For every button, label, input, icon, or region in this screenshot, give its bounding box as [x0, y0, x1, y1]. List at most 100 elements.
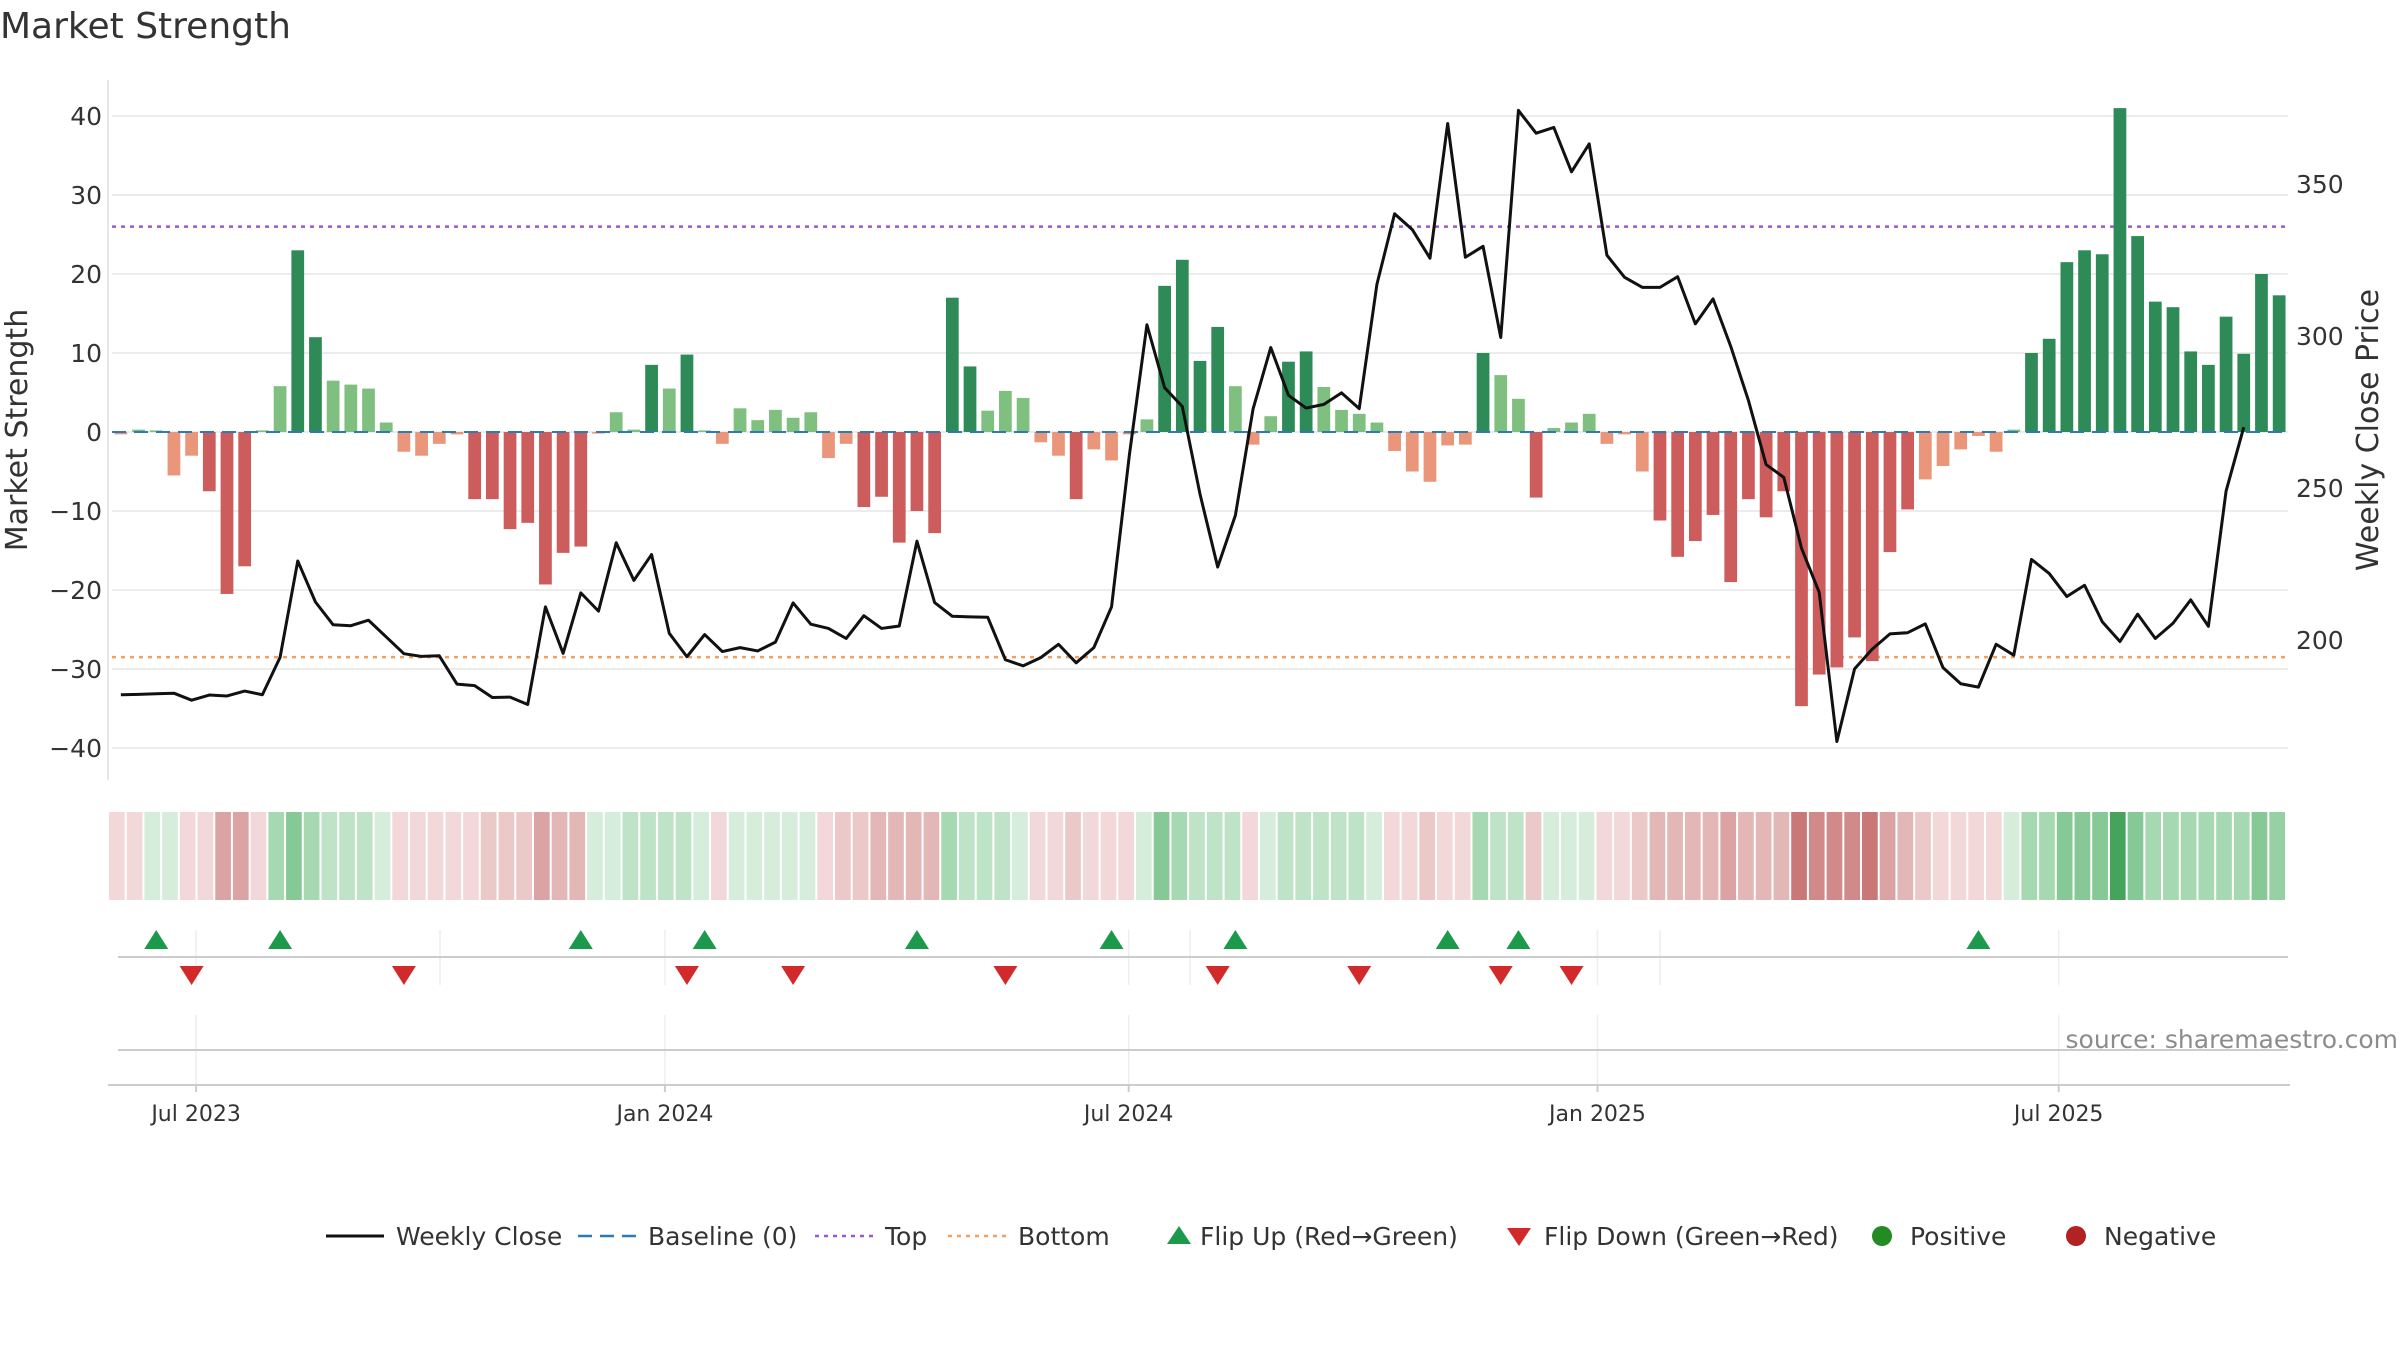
strip-cell	[2251, 812, 2268, 900]
strength-bar	[1529, 432, 1543, 498]
strip-cell	[109, 812, 125, 900]
strip-cell	[1968, 812, 1984, 900]
legend: Weekly Close Baseline (0) Top Bottom Flip Up…	[326, 1222, 2216, 1251]
legend-item: Top	[815, 1222, 927, 1251]
strip-cell	[2074, 812, 2091, 900]
strip-cell	[1189, 812, 1205, 900]
strength-bar	[892, 432, 906, 543]
strip-cell	[764, 812, 780, 900]
strength-bar	[1688, 432, 1702, 542]
legend-circle-icon	[1872, 1226, 1892, 1246]
strength-bar	[256, 430, 269, 432]
strength-bar	[1476, 353, 1490, 432]
strip-cell	[480, 812, 497, 900]
strip-cell	[463, 812, 479, 900]
strength-bar	[627, 429, 641, 432]
strip-cell	[1206, 812, 1223, 900]
strength-bar	[609, 412, 623, 432]
strength-bar	[2078, 250, 2091, 432]
strip-cell	[622, 812, 639, 900]
strength-bar	[202, 432, 216, 492]
strength-bar	[132, 429, 145, 432]
strip-cell	[870, 812, 887, 900]
strength-bar	[309, 337, 322, 432]
strip-cell	[1507, 812, 1524, 900]
flip-up-marker	[1099, 930, 1124, 949]
strength-bar	[804, 412, 818, 432]
strip-cell	[268, 812, 285, 900]
strength-bar	[2272, 295, 2286, 432]
flip-down-marker	[674, 966, 699, 985]
strength-bar	[1105, 432, 1118, 461]
strength-bar	[1830, 432, 1844, 668]
strength-bar	[2113, 108, 2127, 432]
strip-cell	[374, 812, 391, 900]
strength-bar	[344, 384, 358, 432]
strength-bar	[698, 430, 712, 432]
x-tick-label: Jul 2023	[149, 1102, 241, 1127]
strength-bar	[1795, 432, 1808, 707]
strength-bar	[397, 432, 411, 452]
strip-cell	[657, 812, 674, 900]
strength-bar	[1317, 386, 1331, 432]
y-tick-label: −10	[49, 497, 102, 526]
strength-bar	[1175, 259, 1189, 432]
strength-bar	[1600, 432, 1614, 444]
y2-axis-label: Weekly Close Price	[2351, 289, 2386, 571]
legend-triangle-down-icon	[1507, 1228, 1531, 1246]
strip-cell	[339, 812, 355, 900]
strip-cell	[1755, 812, 1772, 900]
legend-label: Bottom	[1018, 1222, 1110, 1251]
strip-cell	[392, 812, 409, 900]
strength-bar	[1229, 386, 1242, 432]
strength-bar	[2219, 316, 2233, 432]
strength-bar	[1459, 432, 1472, 445]
y-tick-label: 0	[86, 418, 102, 447]
strip-cell	[1985, 812, 2002, 900]
strength-bar	[1954, 432, 1968, 450]
strip-cell	[1932, 812, 1949, 900]
strip-cell	[1490, 812, 1506, 900]
strength-bar	[1016, 398, 1030, 432]
strip-cell	[1171, 812, 1188, 900]
flip-down-marker	[1205, 966, 1230, 985]
strength-bar	[981, 410, 995, 432]
strip-cell	[1313, 812, 1329, 900]
strip-cell	[2021, 812, 2038, 900]
strength-bar	[1618, 432, 1631, 435]
flip-down-marker	[179, 966, 204, 985]
strength-bar	[326, 380, 340, 432]
strip-cell	[1401, 812, 1418, 900]
strip-cell	[1543, 812, 1559, 900]
flip-up-marker	[1506, 930, 1531, 949]
strength-bar	[415, 432, 428, 456]
strip-cell	[410, 812, 426, 900]
legend-circle-icon	[2066, 1226, 2086, 1246]
strip-cell	[2233, 812, 2250, 900]
y2-axis-ticks: 350 300 250 200	[2296, 170, 2344, 655]
legend-item: Baseline (0)	[578, 1222, 797, 1251]
strength-bar	[2237, 353, 2251, 432]
flip-down-marker	[1347, 966, 1372, 985]
strip-cell	[2180, 812, 2197, 900]
strength-bar	[1405, 432, 1419, 472]
strip-cell	[232, 812, 249, 900]
strip-cell	[286, 812, 302, 900]
strength-bar	[1989, 432, 2003, 452]
strength-bar	[1671, 432, 1685, 557]
legend-item: Flip Down (Green→Red)	[1507, 1222, 1839, 1251]
strength-bar	[450, 432, 464, 435]
strength-bar	[733, 408, 747, 432]
strip-cell	[799, 812, 816, 900]
strip-cell	[1614, 812, 1630, 900]
strip-cell	[2145, 812, 2162, 900]
strip-cell	[1667, 812, 1683, 900]
strip-cell	[427, 812, 444, 900]
strip-cell	[1082, 812, 1099, 900]
strength-bar	[1441, 432, 1455, 446]
strength-bar	[1335, 409, 1348, 432]
strip-cell	[1012, 812, 1028, 900]
strength-bar	[1512, 398, 1525, 432]
strength-bar	[468, 432, 482, 500]
y-tick-label: 10	[70, 339, 102, 368]
